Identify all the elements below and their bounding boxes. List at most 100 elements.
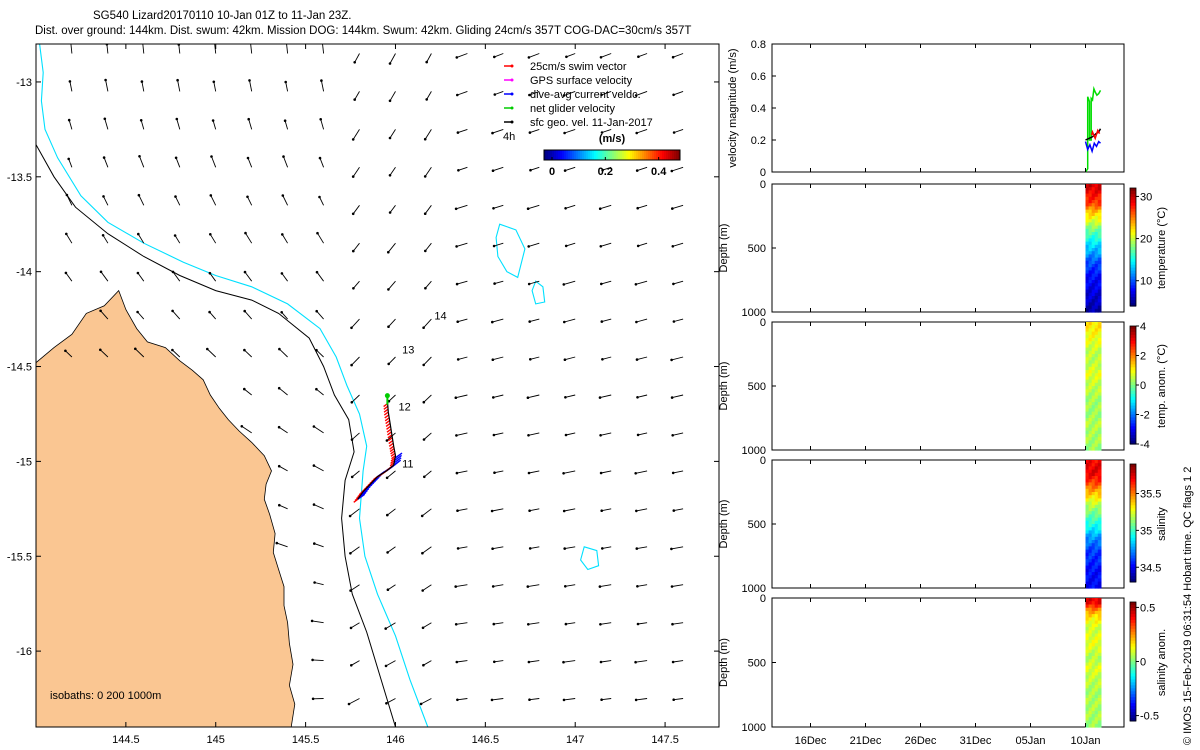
heatmap-cell <box>1094 723 1099 728</box>
current-arrow-head <box>564 207 567 210</box>
current-arrow-head <box>492 433 496 437</box>
colorbar-cell <box>1130 399 1136 404</box>
colorbar-cell <box>674 150 677 160</box>
heatmap-cell <box>1091 460 1096 464</box>
heatmap-cell <box>1094 299 1099 303</box>
heatmap-cell <box>1088 514 1093 519</box>
current-arrow-head <box>319 118 323 121</box>
map-y-tick-label: -15 <box>16 456 32 468</box>
colorbar-cell <box>1130 199 1136 204</box>
heatmap-cell <box>1088 472 1093 477</box>
current-arrow-head <box>600 93 603 97</box>
current-arrow <box>599 394 612 399</box>
current-arrow-head <box>173 234 177 237</box>
heatmap-cell <box>1085 305 1090 310</box>
heatmap-cell <box>1091 685 1096 689</box>
current-arrow-head <box>318 195 321 199</box>
current-arrow <box>314 543 324 548</box>
heatmap-cell <box>1094 584 1099 589</box>
heatmap-cell <box>1091 549 1096 554</box>
heatmap-cell <box>1097 418 1102 422</box>
heatmap-cell <box>1085 196 1090 201</box>
heatmap-cell <box>1094 495 1099 499</box>
current-arrow-head <box>671 55 675 59</box>
colorbar-cell <box>570 150 573 160</box>
current-arrow-head <box>598 396 602 399</box>
heatmap-cell <box>1097 379 1102 384</box>
current-arrow <box>104 118 109 130</box>
heatmap-cell <box>1091 514 1096 519</box>
colorbar-cell <box>668 150 671 160</box>
heatmap-cell <box>1085 190 1090 195</box>
swim-vector <box>383 408 389 413</box>
heatmap-cell <box>1091 691 1096 696</box>
current-arrow <box>528 432 540 436</box>
heatmap-cell <box>1094 501 1099 506</box>
heatmap-cell <box>1097 524 1102 528</box>
current-arrow-head <box>350 363 353 367</box>
heatmap-cell <box>1091 669 1096 673</box>
heatmap-cell <box>1097 614 1102 618</box>
heatmap-cell <box>1094 276 1099 281</box>
y-axis-label: Depth (m) <box>718 224 730 273</box>
heatmap-cell <box>1091 437 1096 441</box>
current-arrow <box>492 546 504 550</box>
heatmap-cell <box>1097 405 1102 409</box>
colorbar-cell <box>1130 531 1136 536</box>
current-arrow <box>314 582 324 586</box>
heatmap-cell <box>1091 296 1096 300</box>
heatmap-cell <box>1088 280 1093 284</box>
heatmap-cell <box>1097 546 1102 551</box>
heatmap-cell <box>1085 463 1090 467</box>
heatmap-cell <box>1097 305 1102 310</box>
y-tick-label: 500 <box>748 381 766 393</box>
colorbar-cell <box>1130 676 1136 680</box>
heatmap-cell <box>1094 382 1099 387</box>
current-arrow-head <box>636 433 640 437</box>
current-arrow <box>241 425 252 434</box>
heatmap-cell <box>1085 466 1090 471</box>
current-arrow-head <box>636 244 640 248</box>
current-arrow <box>68 158 73 168</box>
colorbar-cell <box>550 150 553 160</box>
heatmap-cell <box>1085 652 1090 657</box>
heatmap-cell <box>1094 325 1099 329</box>
heatmap-cell <box>1097 206 1102 211</box>
heatmap-cell <box>1088 581 1093 586</box>
heatmap-cell <box>1085 575 1090 579</box>
heatmap-cell <box>1088 675 1093 680</box>
current-arrow <box>563 698 576 701</box>
colorbar-label: salinity anom. <box>1156 629 1168 696</box>
y-axis-label: velocity magnitude (m/s) <box>727 48 739 167</box>
colorbar-cell <box>626 150 629 160</box>
current-arrow <box>211 156 217 168</box>
current-arrow <box>636 356 648 361</box>
heatmap-cell <box>1094 707 1099 712</box>
current-arrow-head <box>635 131 638 135</box>
heatmap-cell <box>1094 508 1099 512</box>
heatmap-cell <box>1085 704 1090 709</box>
heatmap-cell <box>1085 251 1090 255</box>
time-tick-label: 31Dec <box>960 735 992 747</box>
colorbar-cell <box>1130 273 1136 278</box>
current-arrow-head <box>421 626 425 630</box>
heatmap-cell <box>1094 196 1099 201</box>
current-arrow-head <box>424 249 427 253</box>
heatmap-cell <box>1088 344 1093 349</box>
heatmap-cell <box>1088 424 1093 429</box>
heatmap-cell <box>1085 604 1090 609</box>
map-x-tick-label: 147.5 <box>651 734 679 746</box>
heatmap-cell <box>1091 219 1096 223</box>
heatmap-cell <box>1091 354 1096 358</box>
dive-avg-current-vector <box>393 459 402 466</box>
colorbar-cell <box>664 150 667 160</box>
y-tick-label: 500 <box>748 243 766 255</box>
reef-contour-1 <box>495 223 526 279</box>
y-tick-label: 0 <box>760 317 766 329</box>
heatmap-cell <box>1085 418 1090 422</box>
heatmap-cell <box>1088 707 1093 712</box>
heatmap-cell <box>1085 430 1090 435</box>
heatmap-cell <box>1094 434 1099 438</box>
